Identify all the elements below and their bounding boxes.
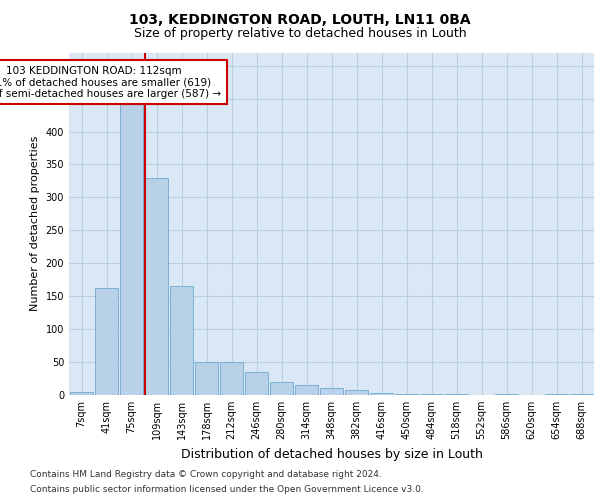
Bar	[270, 382, 293, 395]
Bar	[245, 372, 268, 395]
X-axis label: Distribution of detached houses by size in Louth: Distribution of detached houses by size …	[181, 448, 482, 460]
Text: Size of property relative to detached houses in Louth: Size of property relative to detached ho…	[134, 28, 466, 40]
Y-axis label: Number of detached properties: Number of detached properties	[30, 136, 40, 312]
Text: Contains HM Land Registry data © Crown copyright and database right 2024.: Contains HM Land Registry data © Crown c…	[30, 470, 382, 479]
Bar	[420, 394, 443, 395]
Bar	[220, 362, 243, 395]
Bar	[545, 394, 568, 395]
Bar	[370, 393, 393, 395]
Bar	[120, 98, 143, 395]
Bar	[170, 286, 193, 395]
Bar	[345, 390, 368, 395]
Bar	[395, 394, 418, 395]
Text: 103 KEDDINGTON ROAD: 112sqm
← 51% of detached houses are smaller (619)
48% of se: 103 KEDDINGTON ROAD: 112sqm ← 51% of det…	[0, 66, 221, 99]
Bar	[195, 362, 218, 395]
Bar	[495, 394, 518, 395]
Bar	[145, 178, 168, 395]
Bar	[295, 385, 318, 395]
Bar	[445, 394, 468, 395]
Bar	[70, 392, 93, 395]
Bar	[320, 388, 343, 395]
Bar	[95, 288, 118, 395]
Text: Contains public sector information licensed under the Open Government Licence v3: Contains public sector information licen…	[30, 485, 424, 494]
Text: 103, KEDDINGTON ROAD, LOUTH, LN11 0BA: 103, KEDDINGTON ROAD, LOUTH, LN11 0BA	[129, 12, 471, 26]
Bar	[570, 394, 593, 395]
